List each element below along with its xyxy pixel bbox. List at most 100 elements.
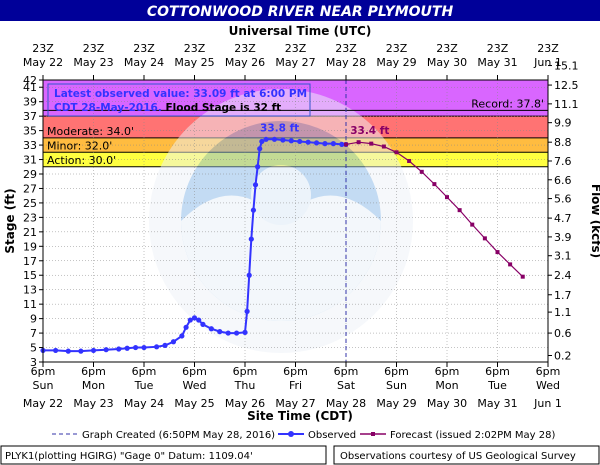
y-tick-label: 17	[23, 255, 37, 268]
observed-point	[65, 348, 71, 354]
observed-point	[187, 317, 193, 323]
y2-tick-label: 8.8	[554, 136, 572, 149]
forecast-crest-label: 33.4 ft	[350, 125, 389, 137]
observed-point	[90, 347, 97, 354]
y-tick-label: 21	[23, 226, 37, 239]
top-tick-date: May 23	[73, 56, 113, 69]
forecast-point	[508, 262, 513, 267]
forecast-point	[381, 144, 386, 149]
observed-point	[297, 138, 303, 145]
y2-tick-label: 1.1	[554, 306, 572, 319]
y2-tick-label: 3.1	[554, 250, 572, 263]
observed-point	[257, 146, 263, 152]
bottom-tick-date: May 25	[174, 397, 214, 410]
observed-point	[248, 236, 254, 242]
top-tick-label: 23Z	[184, 42, 206, 55]
y2-axis-label: Flow (kcfs)	[589, 184, 600, 258]
top-tick-label: 23Z	[285, 42, 307, 55]
forecast-point	[394, 150, 399, 155]
top-axis-label: Universal Time (UTC)	[229, 24, 372, 38]
bottom-tick-day: Tue	[487, 379, 507, 392]
observed-point	[103, 347, 109, 353]
bottom-tick-day: Sat	[337, 379, 356, 392]
y2-tick-label: 2.4	[554, 269, 572, 282]
y-tick-label: 5	[30, 342, 37, 355]
top-tick-date: May 30	[427, 56, 467, 69]
footer-right-box	[333, 445, 600, 465]
observed-point	[252, 182, 259, 188]
observed-point	[132, 344, 139, 351]
legend-forecast-marker	[371, 432, 375, 436]
info-latest: Latest observed value: 33.09 ft at 6:00 …	[54, 88, 307, 100]
forecast-point	[407, 158, 412, 163]
y-tick-label: 3	[30, 356, 37, 369]
series-layer	[40, 136, 525, 354]
top-tick-date: May 28	[326, 56, 366, 69]
bottom-axis-label: Site Time (CDT)	[247, 409, 353, 423]
info-flood-stage: CDT 28-May-2016. Flood Stage is 32 ft	[54, 102, 281, 114]
forecast-point	[356, 140, 361, 145]
info-box	[47, 83, 311, 117]
bottom-tick-day: Sun	[33, 379, 54, 392]
top-tick-label: 23Z	[436, 42, 458, 55]
top-tick-label: 23Z	[83, 42, 105, 55]
top-tick-date: May 25	[174, 56, 214, 69]
observed-point	[200, 321, 206, 327]
top-tick-date: May 27	[275, 56, 315, 69]
top-tick-label: 23Z	[386, 42, 408, 55]
forecast-point	[470, 222, 475, 227]
observed-point	[141, 344, 147, 351]
forecast-point	[495, 250, 500, 255]
bottom-tick-date: May 29	[376, 397, 416, 410]
y-tick-label: 39	[23, 96, 37, 109]
top-tick-date: May 22	[23, 56, 63, 69]
top-tick-label: 23Z	[133, 42, 155, 55]
y-tick-label: 13	[23, 284, 37, 297]
bottom-tick-time: 6pm	[384, 365, 409, 378]
y2-tick-label: 5.6	[554, 193, 572, 206]
observed-point	[330, 141, 336, 147]
flood-label-action: Action: 30.0'	[47, 154, 116, 167]
bottom-tick-time: 6pm	[485, 365, 510, 378]
grid-lines	[43, 80, 548, 362]
y-tick-label: 42	[23, 74, 37, 87]
observed-point	[116, 346, 122, 352]
top-tick-date: May 31	[477, 56, 517, 69]
forecast-point	[457, 208, 462, 213]
observed-point	[162, 342, 168, 348]
info-flood: Flood Stage is 32 ft	[162, 102, 281, 114]
bottom-tick-day: Sun	[386, 379, 407, 392]
crest-labels: 33.8 ft 33.4 ft	[260, 122, 389, 137]
y-tick-label: 29	[23, 168, 37, 181]
legend-forecast: Forecast (issued 2:02PM May 28)	[390, 430, 555, 441]
y2-tick-label: 6.6	[554, 174, 572, 187]
y-axis-right: 0.2 0.6 1.1 1.7 2.4 3.1 3.9 4.7 5.6 6.6 7.6 8.8 9.9 1…	[548, 60, 579, 362]
footer-datum: PLYK1(plotting HGIRG) "Gage 0" Datum: 11…	[5, 451, 253, 462]
observed-point	[250, 207, 257, 213]
y-axis-label: Stage (ft)	[3, 188, 17, 253]
observed-point	[170, 339, 177, 345]
observed-point	[179, 333, 185, 339]
observed-point	[313, 140, 320, 146]
info-date: CDT 28-May-2016.	[54, 102, 162, 114]
y2-tick-label: 11.1	[554, 98, 579, 111]
observed-point	[288, 138, 294, 144]
observed-point	[225, 330, 231, 336]
bottom-tick-day: Mon	[82, 379, 105, 392]
forecast-point	[445, 195, 449, 200]
observed-point	[259, 138, 265, 145]
observed-point	[233, 330, 240, 336]
y2-tick-label: 1.7	[554, 289, 572, 302]
y-tick-label: 25	[23, 197, 37, 210]
y-tick-label: 31	[23, 154, 37, 167]
bottom-tick-day: Mon	[435, 379, 458, 392]
record-label: Record: 37.8'	[471, 97, 544, 110]
forecast-point	[432, 182, 437, 187]
bottom-tick-date: May 28	[326, 397, 366, 410]
y2-tick-label: 9.9	[554, 117, 572, 130]
observed-point	[263, 136, 269, 142]
